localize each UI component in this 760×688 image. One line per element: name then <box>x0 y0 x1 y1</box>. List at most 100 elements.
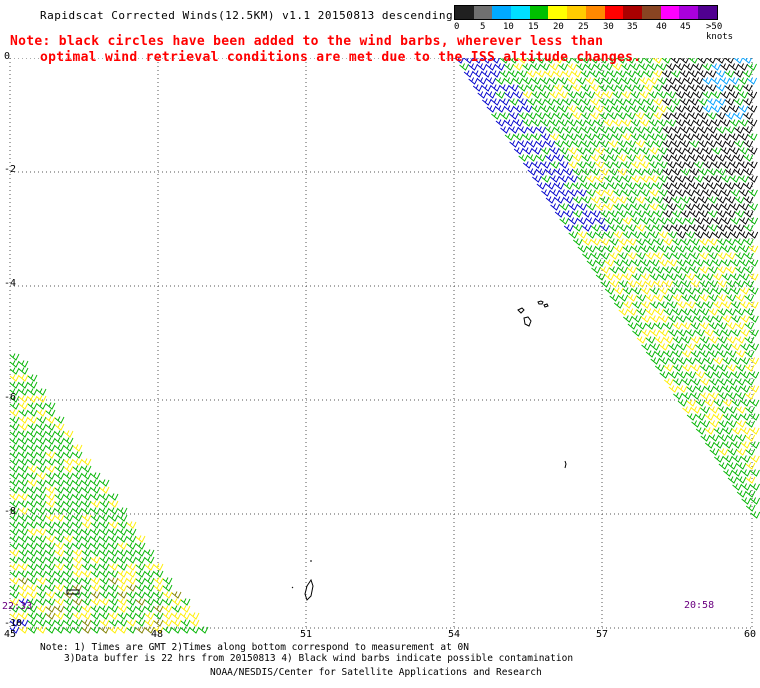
wind-barb <box>27 556 38 564</box>
wind-barb <box>717 336 728 344</box>
wind-barb <box>563 182 574 190</box>
wind-barb <box>495 105 506 113</box>
wind-barb <box>702 119 713 127</box>
lat-label-minus-8: -8 <box>4 506 17 517</box>
wind-barb <box>659 329 669 337</box>
wind-barb <box>581 112 591 120</box>
wind-barb <box>531 133 542 141</box>
wind-barb <box>27 444 38 452</box>
wind-barb <box>532 175 542 183</box>
wind-barb <box>126 542 137 550</box>
wind-barb <box>627 322 638 330</box>
wind-barb <box>743 126 753 134</box>
wind-barb <box>527 98 537 106</box>
wind-barb <box>617 182 628 190</box>
wind-barb <box>599 182 610 190</box>
wind-barb <box>663 252 673 260</box>
wind-barb <box>607 58 618 64</box>
wind-barb <box>657 105 668 113</box>
wind-barb <box>72 528 83 536</box>
wind-barb <box>27 458 38 466</box>
legend-label-5: 5 <box>480 22 486 32</box>
wind-barb <box>144 556 155 564</box>
wind-barb <box>748 189 758 197</box>
wind-barb <box>731 399 742 407</box>
lat-label-minus-4: -4 <box>4 278 17 289</box>
wind-barb <box>644 182 655 190</box>
wind-barb <box>554 154 565 162</box>
wind-barb <box>544 84 555 92</box>
wind-barb <box>672 280 683 288</box>
wind-barb <box>553 70 564 78</box>
wind-barb <box>117 521 128 529</box>
wind-barb <box>536 154 547 162</box>
wind-barb <box>653 182 664 190</box>
wind-barb <box>659 315 669 323</box>
wind-barb <box>27 521 38 529</box>
wind-barb <box>744 322 755 330</box>
wind-barb <box>554 182 565 190</box>
wind-barb <box>144 577 155 585</box>
wind-barb <box>54 521 65 529</box>
wind-barb <box>189 612 200 620</box>
wind-barb <box>695 315 705 323</box>
wind-barb <box>699 252 709 260</box>
lon-label-45: 45 <box>4 629 17 640</box>
wind-barb <box>135 549 146 557</box>
legend-label-10: 10 <box>503 22 514 32</box>
wind-barb <box>713 413 724 421</box>
wind-barb <box>582 238 592 246</box>
wind-barb <box>126 535 137 543</box>
wind-barb <box>726 294 737 302</box>
wind-barb <box>685 273 696 281</box>
wind-barb <box>621 161 632 169</box>
wind-barb <box>585 133 596 141</box>
wind-barb <box>54 458 65 466</box>
wind-barb <box>559 175 569 183</box>
wind-barb <box>45 521 56 529</box>
wind-barb <box>72 444 83 452</box>
wind-barb <box>686 315 696 323</box>
wind-barb <box>681 322 692 330</box>
wind-barb <box>600 280 611 288</box>
wind-barb <box>595 217 606 225</box>
wind-barb <box>54 542 65 550</box>
wind-barb <box>63 563 74 571</box>
wind-barb <box>698 140 709 148</box>
wind-barb <box>545 154 556 162</box>
wind-barb <box>54 528 65 536</box>
wind-barb <box>622 287 633 295</box>
wind-barb <box>690 364 701 372</box>
wind-barb <box>654 266 664 274</box>
wind-barb <box>572 196 583 204</box>
wind-barb <box>706 70 717 78</box>
wind-barb <box>653 140 664 148</box>
wind-barb <box>18 521 29 529</box>
wind-barb <box>744 252 754 260</box>
wind-barb <box>649 231 660 239</box>
wind-barb <box>721 189 731 197</box>
wind-barb <box>549 105 560 113</box>
wind-barb <box>585 147 596 155</box>
wind-barb <box>554 140 565 148</box>
wind-barb <box>36 577 47 585</box>
wind-barb <box>735 350 746 358</box>
wind-barb <box>663 280 674 288</box>
wind-barb <box>747 147 758 155</box>
wind-barb <box>725 140 736 148</box>
wind-barb <box>54 619 65 627</box>
wind-barb <box>738 77 749 85</box>
wind-barb <box>718 448 729 456</box>
wind-barb <box>704 329 714 337</box>
wind-barb <box>99 549 110 557</box>
wind-barb <box>117 556 128 564</box>
wind-barb <box>730 245 741 253</box>
wind-barb <box>613 203 623 211</box>
wind-barb <box>740 315 750 323</box>
wind-barb <box>567 91 578 99</box>
wind-barb <box>36 472 47 480</box>
wind-barb <box>649 189 659 197</box>
wind-barb <box>698 112 708 120</box>
wind-barb <box>727 392 737 400</box>
wind-barb <box>9 374 20 382</box>
